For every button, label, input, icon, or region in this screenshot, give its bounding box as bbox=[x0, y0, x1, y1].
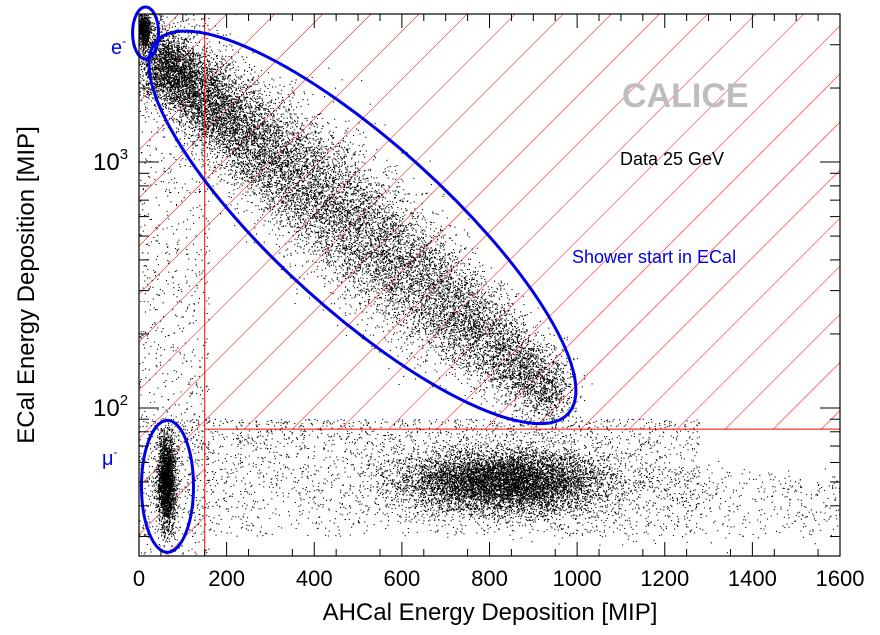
annotations: e- μ- Shower start in ECal CALICE Data 2… bbox=[102, 34, 749, 470]
y-tick-label: 102 bbox=[93, 392, 128, 422]
electron-label: e- bbox=[111, 34, 126, 59]
cut-lines bbox=[204, 14, 840, 556]
x-tick-label: 600 bbox=[384, 566, 421, 591]
y-axis-label: ECal Energy Deposition [MIP] bbox=[13, 126, 40, 443]
x-tick-label: 800 bbox=[471, 566, 508, 591]
x-tick-labels: 0 200 400 600 800 1000 1200 1400 1600 bbox=[133, 566, 865, 591]
x-tick-label: 0 bbox=[133, 566, 145, 591]
plot-area bbox=[131, 5, 841, 557]
selection-ellipses bbox=[131, 5, 578, 554]
hatch-regions bbox=[139, 14, 840, 556]
x-tick-label: 1200 bbox=[640, 566, 689, 591]
x-axis-label: AHCal Energy Deposition [MIP] bbox=[323, 599, 658, 626]
x-tick-label: 200 bbox=[208, 566, 245, 591]
shower-ellipse bbox=[147, 29, 578, 426]
y-axis: 102 103 ECal Energy Deposition [MIP] bbox=[13, 126, 128, 443]
electron-ellipse bbox=[131, 5, 161, 61]
hatch-upper bbox=[139, 14, 840, 430]
y-tick-label: 103 bbox=[93, 146, 128, 176]
muon-ellipse bbox=[139, 418, 195, 554]
muon-label: μ- bbox=[102, 445, 118, 470]
y-tick-labels: 102 103 bbox=[93, 146, 128, 422]
x-tick-label: 1600 bbox=[816, 566, 865, 591]
shower-start-label: Shower start in ECal bbox=[572, 247, 736, 267]
brand-logo-text: CALICE bbox=[622, 77, 749, 115]
run-label: Data 25 GeV bbox=[620, 149, 724, 169]
x-axis: 0 200 400 600 800 1000 1200 1400 1600 AHCal Ener… bbox=[133, 566, 865, 626]
x-tick-label: 1400 bbox=[728, 566, 777, 591]
axis-ticks bbox=[138, 13, 841, 556]
x-tick-label: 1000 bbox=[553, 566, 602, 591]
x-tick-label: 400 bbox=[296, 566, 333, 591]
